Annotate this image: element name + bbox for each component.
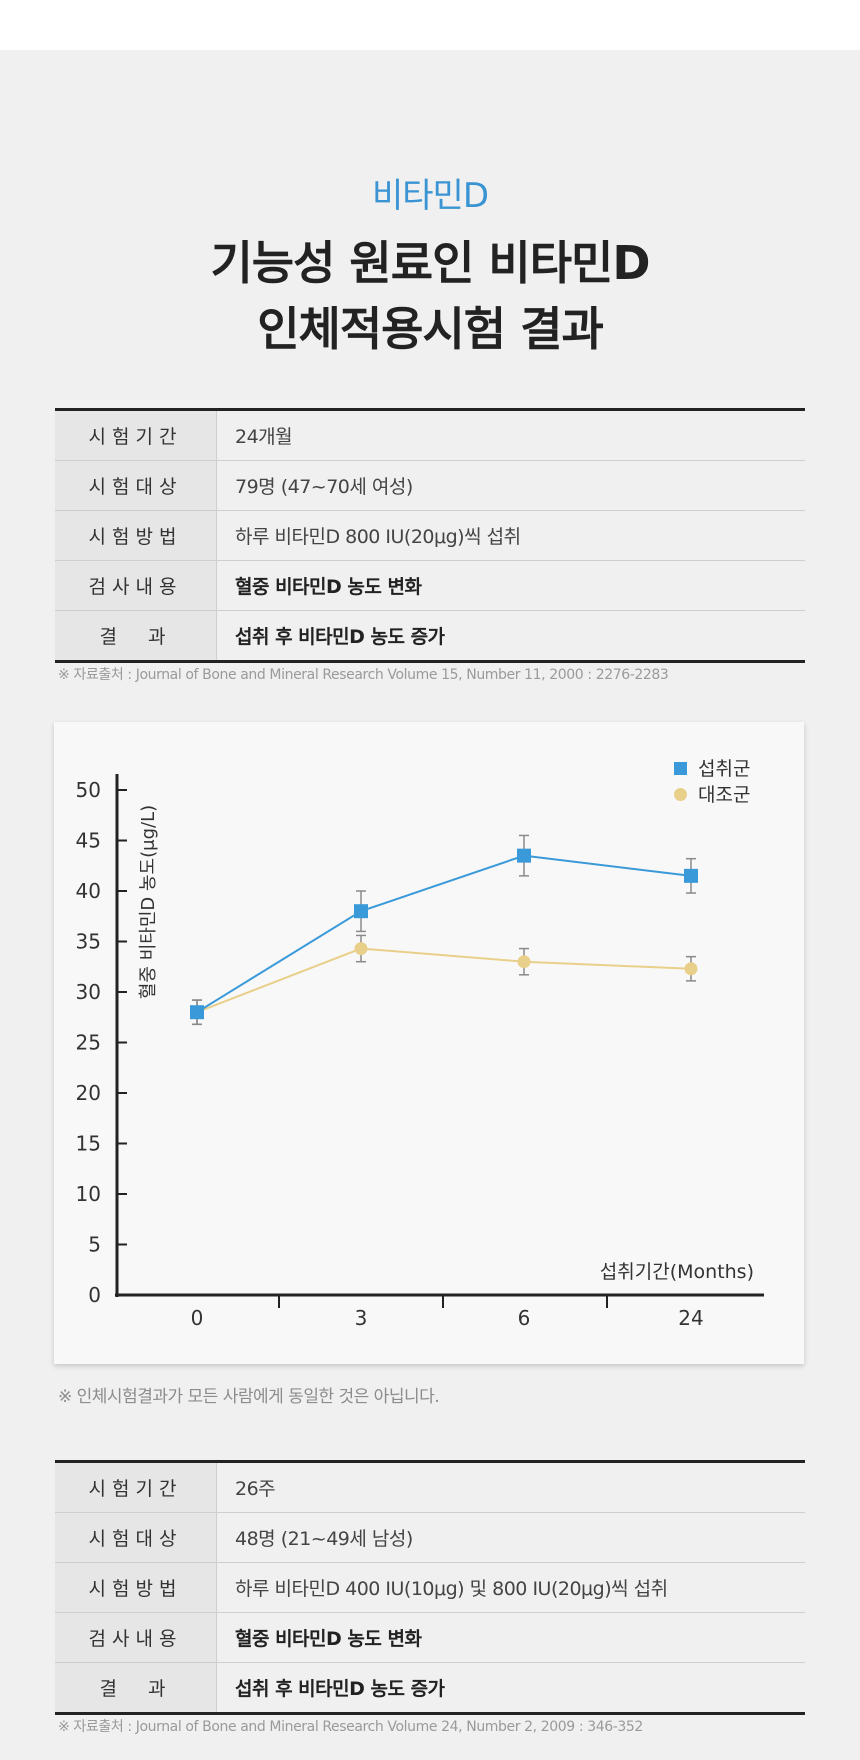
y-tick-label: 40 xyxy=(76,879,101,903)
row-value: 하루 비타민D 800 IU(20μg)씩 섭취 xyxy=(216,510,805,561)
legend-label: 섭취군 xyxy=(698,758,750,780)
data-point xyxy=(684,868,698,883)
row-value: 24개월 xyxy=(216,409,805,461)
table-row: 시험대상 48명 (21~49세 남성) xyxy=(55,1512,805,1563)
y-tick-label: 20 xyxy=(76,1081,101,1105)
row-key: 검사내용 xyxy=(55,1612,217,1663)
data-point xyxy=(354,942,368,956)
table-row: 결 과 섭취 후 비타민D 농도 증가 xyxy=(55,610,805,662)
y-tick-label: 45 xyxy=(76,829,101,853)
row-key: 시험대상 xyxy=(55,460,217,511)
table-row: 시험방법 하루 비타민D 800 IU(20μg)씩 섭취 xyxy=(55,510,805,561)
legend-marker xyxy=(674,788,687,801)
data-point xyxy=(517,955,531,969)
y-tick-label: 50 xyxy=(76,778,101,802)
y-tick-label: 0 xyxy=(88,1283,101,1307)
x-tick-label: 6 xyxy=(518,1306,531,1330)
series-line xyxy=(196,947,692,1014)
x-tick-label: 0 xyxy=(191,1306,204,1330)
page-title-line2: 인체적용시험 결과 xyxy=(257,302,604,356)
row-key: 결 과 xyxy=(55,1662,217,1714)
data-point xyxy=(517,848,531,863)
section-eyebrow: 비타민D xyxy=(371,176,489,216)
row-key: 결 과 xyxy=(55,610,217,662)
table-row: 시험대상 79명 (47~70세 여성) xyxy=(55,460,805,511)
table-row: 검사내용 혈중 비타민D 농도 변화 xyxy=(55,560,805,611)
y-tick-label: 25 xyxy=(76,1031,101,1055)
table-row: 검사내용 혈중 비타민D 농도 변화 xyxy=(55,1612,805,1663)
y-tick-label: 15 xyxy=(76,1132,101,1156)
y-tick-label: 30 xyxy=(76,980,101,1004)
line-chart: 0 5 10 15 20 25 30 35 40 45 50 0 3 6 24 섭취기간(Months) 혈중 … xyxy=(76,758,764,1330)
legend-label: 대조군 xyxy=(698,784,750,806)
x-axis-label: 섭취기간(Months) xyxy=(600,1261,754,1283)
row-value: 혈중 비타민D 농도 변화 xyxy=(216,1612,805,1663)
row-key: 시험기간 xyxy=(55,1461,217,1513)
row-value: 섭취 후 비타민D 농도 증가 xyxy=(235,626,445,648)
table-row: 결 과 섭취 후 비타민D 농도 증가 xyxy=(55,1662,805,1714)
row-value: 26주 xyxy=(216,1461,805,1513)
row-value: 79명 (47~70세 여성) xyxy=(216,460,805,511)
y-axis-label: 혈중 비타민D 농도(μg/L) xyxy=(138,805,159,999)
page-title-line1: 기능성 원료인 비타민D xyxy=(210,236,650,290)
data-point xyxy=(190,1005,204,1020)
table-row: 시험방법 하루 비타민D 400 IU(10μg) 및 800 IU(20μg)… xyxy=(55,1562,805,1613)
table-row: 시험기간 26주 xyxy=(55,1461,805,1513)
y-tick-label: 5 xyxy=(88,1233,101,1257)
x-tick-label: 24 xyxy=(678,1306,703,1330)
study1-source: ※ 자료출처 : Journal of Bone and Mineral Res… xyxy=(58,667,669,683)
legend-marker xyxy=(674,762,687,775)
top-white-strip xyxy=(0,0,860,50)
row-value: 섭취 후 비타민D 농도 증가 xyxy=(235,1678,445,1700)
study2-source: ※ 자료출처 : Journal of Bone and Mineral Res… xyxy=(58,1719,643,1735)
row-key: 시험방법 xyxy=(55,510,217,561)
study1-table: 시험기간 24개월 시험대상 79명 (47~70세 여성) 시험방법 하루 비… xyxy=(55,408,805,663)
data-point xyxy=(354,904,368,919)
row-value: 혈중 비타민D 농도 변화 xyxy=(216,560,805,611)
y-tick-label: 35 xyxy=(76,930,101,954)
row-value: 48명 (21~49세 남성) xyxy=(216,1512,805,1563)
page-title: 기능성 원료인 비타민D 인체적용시험 결과 xyxy=(0,230,860,362)
row-key: 검사내용 xyxy=(55,560,217,611)
y-tick-label: 10 xyxy=(76,1182,101,1206)
data-point xyxy=(684,962,698,976)
study2-table: 시험기간 26주 시험대상 48명 (21~49세 남성) 시험방법 하루 비타… xyxy=(55,1460,805,1715)
disclaimer-note: ※ 인체시험결과가 모든 사람에게 동일한 것은 아닙니다. xyxy=(58,1387,440,1407)
x-tick-label: 3 xyxy=(355,1306,368,1330)
row-key: 시험방법 xyxy=(55,1562,217,1613)
row-key: 시험기간 xyxy=(55,409,217,461)
chart-card: 0 5 10 15 20 25 30 35 40 45 50 0 3 6 24 섭취기간(Months) 혈중 … xyxy=(54,722,804,1364)
row-value: 하루 비타민D 400 IU(10μg) 및 800 IU(20μg)씩 섭취 xyxy=(216,1562,805,1613)
row-key: 시험대상 xyxy=(55,1512,217,1563)
table-row: 시험기간 24개월 xyxy=(55,409,805,461)
series-line xyxy=(196,854,692,1014)
